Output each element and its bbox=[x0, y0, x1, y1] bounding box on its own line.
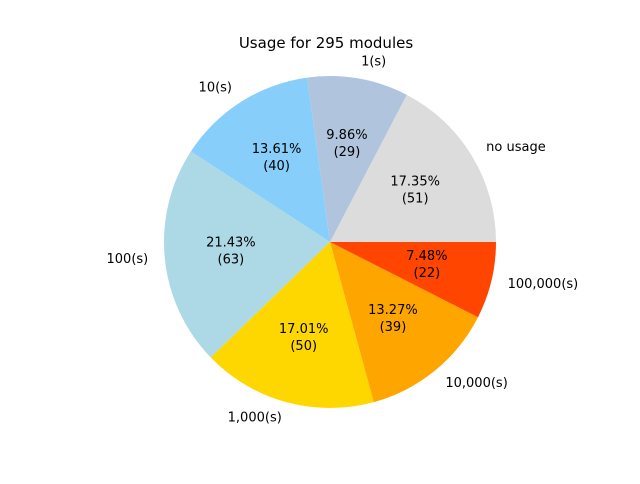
slice-count-no-usage: (51) bbox=[402, 191, 429, 206]
slice-percent-1-s: 9.86% bbox=[326, 128, 367, 143]
slice-percent-10-s: 13.61% bbox=[252, 142, 302, 157]
pie-slice-10-000-s bbox=[330, 242, 478, 403]
slice-label-100-000-s: 100,000(s) bbox=[508, 277, 579, 292]
slice-label-1-000-s: 1,000(s) bbox=[228, 411, 282, 426]
pie-slice-1-s bbox=[307, 75, 407, 242]
slice-label-no-usage: no usage bbox=[486, 140, 546, 155]
slice-percent-1-000-s: 17.01% bbox=[279, 322, 329, 337]
slice-count-10-s: (40) bbox=[263, 159, 290, 174]
slice-label-100-s: 100(s) bbox=[107, 252, 149, 267]
slice-label-10-000-s: 10,000(s) bbox=[445, 376, 507, 391]
slice-label-1-s: 1(s) bbox=[361, 55, 386, 70]
pie-slice-10-s bbox=[190, 77, 330, 242]
slice-count-100-000-s: (22) bbox=[414, 266, 441, 281]
slice-count-1-s: (29) bbox=[334, 145, 361, 160]
pie-slice-100-000-s bbox=[330, 242, 496, 318]
slice-count-10-000-s: (39) bbox=[380, 320, 407, 335]
pie-slice-1-000-s bbox=[210, 242, 374, 408]
slice-percent-no-usage: 17.35% bbox=[390, 174, 440, 189]
pie-slice-100-s bbox=[163, 151, 330, 358]
slice-count-100-s: (63) bbox=[218, 253, 245, 268]
slice-percent-10-000-s: 13.27% bbox=[368, 303, 418, 318]
slice-count-1-000-s: (50) bbox=[290, 339, 317, 354]
slice-label-10-s: 10(s) bbox=[199, 80, 232, 95]
slice-percent-100-000-s: 7.48% bbox=[406, 249, 447, 264]
chart-title: Usage for 295 modules bbox=[238, 34, 414, 52]
pie-slice-no-usage bbox=[330, 94, 496, 242]
slice-percent-100-s: 21.43% bbox=[206, 236, 256, 251]
